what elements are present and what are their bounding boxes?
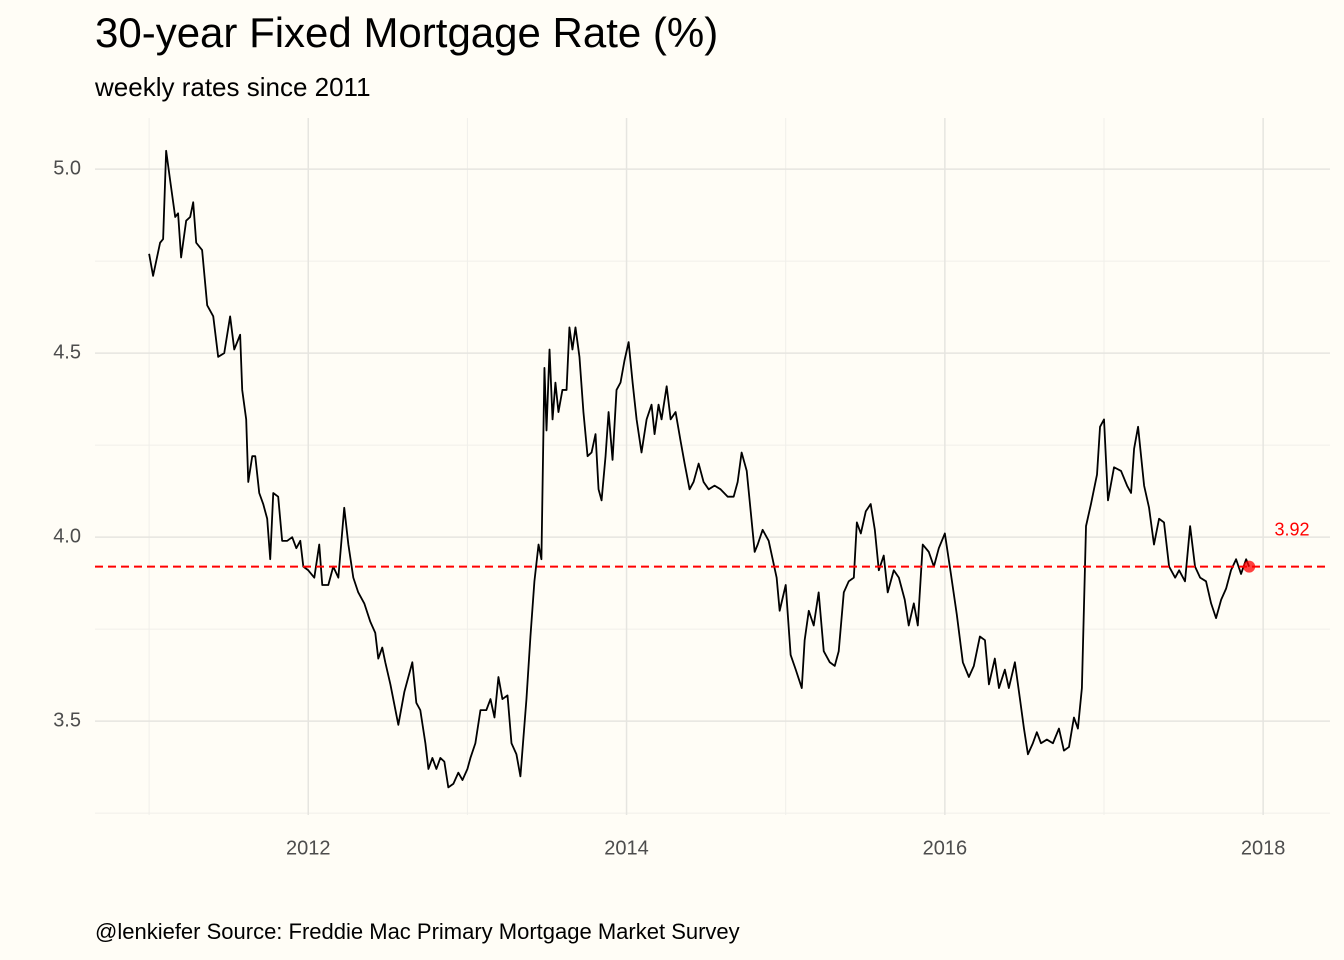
x-tick-label: 2014	[604, 837, 649, 859]
data-line	[148, 149, 1250, 789]
last-point	[1243, 560, 1256, 573]
y-tick-label: 5.0	[53, 157, 81, 179]
y-tick-label: 4.0	[53, 525, 81, 547]
x-tick-label: 2018	[1241, 837, 1286, 859]
y-tick-label: 3.5	[53, 709, 81, 731]
reference-label: 3.92	[1274, 519, 1309, 539]
caption: @lenkiefer Source: Freddie Mac Primary M…	[95, 919, 740, 944]
y-tick-label: 4.5	[53, 341, 81, 363]
x-tick-label: 2016	[923, 837, 968, 859]
chart-subtitle: weekly rates since 2011	[94, 72, 371, 102]
chart-title: 30-year Fixed Mortgage Rate (%)	[95, 9, 718, 56]
x-tick-label: 2012	[286, 837, 331, 859]
